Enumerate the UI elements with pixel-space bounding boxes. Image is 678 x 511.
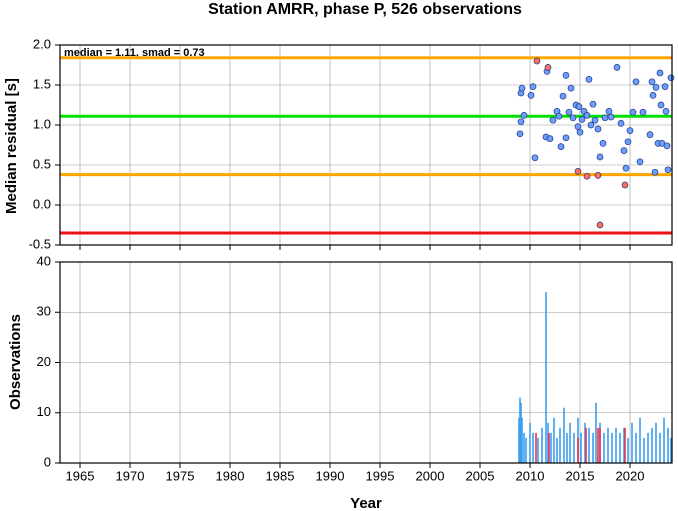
point	[629, 108, 637, 116]
point	[648, 78, 656, 86]
point	[546, 135, 554, 142]
point	[607, 113, 615, 121]
y-tick-label: 0.0	[33, 196, 51, 211]
point	[583, 112, 591, 119]
y-tick-label: 0	[44, 454, 51, 469]
point	[596, 221, 604, 229]
x-tick-label: 2015	[566, 468, 595, 483]
point	[544, 64, 552, 71]
point	[555, 112, 563, 120]
chart-title: Station AMRR, phase P, 526 observations	[208, 1, 522, 18]
point	[667, 74, 675, 82]
point	[583, 172, 591, 180]
point	[661, 83, 669, 90]
y-axis-title: Median residual [s]	[3, 78, 20, 214]
point	[520, 112, 528, 119]
x-tick-label: 2000	[416, 468, 445, 483]
point	[636, 158, 644, 166]
y-tick-label: 1.5	[33, 76, 51, 91]
x-tick-label: 1995	[366, 468, 395, 483]
point	[569, 114, 577, 122]
x-tick-label: 1985	[266, 468, 295, 483]
y-tick-label: 20	[37, 354, 51, 369]
point	[652, 84, 660, 91]
point	[657, 101, 665, 109]
point	[585, 76, 593, 83]
point	[646, 131, 654, 138]
point	[594, 172, 602, 179]
point	[617, 120, 625, 127]
point	[533, 57, 541, 65]
x-tick-label: 2010	[516, 468, 545, 483]
x-tick-label: 2020	[616, 468, 645, 483]
point	[516, 130, 524, 138]
point	[575, 103, 583, 110]
point	[621, 181, 629, 189]
y-tick-label: 40	[37, 253, 51, 268]
point	[559, 92, 567, 100]
x-tick-label: 1980	[216, 468, 245, 483]
point	[587, 121, 595, 129]
y-tick-label: 0.5	[33, 156, 51, 171]
point	[574, 168, 582, 175]
point	[624, 138, 632, 146]
point	[622, 164, 630, 172]
point	[527, 92, 535, 99]
y-tick-label: -0.5	[29, 236, 51, 251]
point	[656, 69, 664, 77]
point	[518, 84, 526, 92]
point	[531, 154, 539, 162]
point	[605, 108, 613, 115]
annotation: median = 1.11, smad = 0.73	[64, 47, 205, 59]
x-axis-title: Year	[350, 495, 382, 511]
y-tick-label: 10	[37, 404, 51, 419]
point	[663, 142, 671, 150]
point	[664, 166, 672, 174]
point	[599, 140, 607, 147]
point	[649, 92, 657, 99]
point	[632, 78, 640, 86]
point	[574, 123, 582, 130]
point	[565, 108, 573, 116]
y-tick-label: 30	[37, 304, 51, 319]
point	[576, 128, 584, 136]
plot-frame	[59, 44, 673, 246]
y-axis-title: Observations	[7, 314, 24, 410]
x-tick-label: 1965	[66, 468, 95, 483]
point	[620, 147, 628, 154]
point	[549, 116, 557, 124]
point	[557, 143, 565, 150]
x-tick-label: 1975	[166, 468, 195, 483]
point	[578, 116, 586, 123]
x-tick-label: 1990	[316, 468, 345, 483]
y-tick-label: 2.0	[33, 36, 51, 51]
point	[562, 72, 570, 79]
point	[562, 134, 570, 142]
plot-frame	[59, 261, 673, 464]
point	[591, 116, 599, 124]
point	[651, 168, 659, 176]
point	[639, 108, 647, 116]
x-tick-label: 1970	[116, 468, 145, 483]
point	[601, 114, 609, 122]
point	[662, 108, 670, 115]
point	[613, 64, 621, 71]
point	[594, 125, 602, 133]
x-tick-label: 2005	[466, 468, 495, 483]
point	[567, 84, 575, 92]
point	[517, 118, 525, 126]
y-tick-label: 1.0	[33, 116, 51, 131]
point	[596, 153, 604, 161]
point	[626, 127, 634, 134]
point	[589, 100, 597, 108]
point	[529, 83, 537, 90]
